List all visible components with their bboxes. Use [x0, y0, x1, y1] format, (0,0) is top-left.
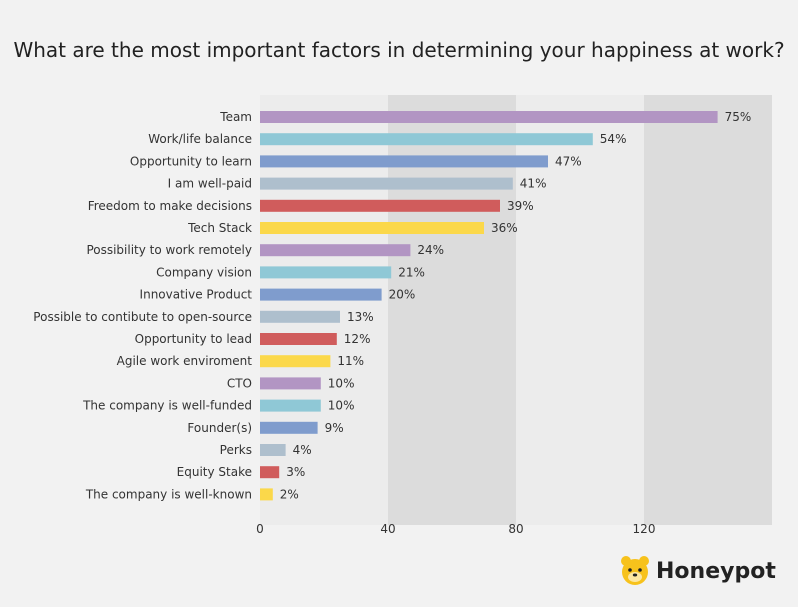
brand-name: Honeypot	[656, 558, 776, 584]
bar	[260, 155, 548, 168]
category-label: The company is well-known	[85, 487, 252, 501]
bar	[260, 310, 340, 323]
category-label: CTO	[227, 376, 252, 390]
chart-title: What are the most important factors in d…	[13, 38, 785, 62]
category-label: The company is well-funded	[82, 399, 252, 413]
grid-band	[644, 95, 772, 525]
bar	[260, 244, 411, 257]
category-label: Tech Stack	[187, 221, 252, 235]
category-label: Freedom to make decisions	[88, 199, 252, 213]
value-label: 24%	[417, 243, 444, 257]
bar	[260, 399, 321, 412]
category-label: Opportunity to lead	[135, 332, 252, 346]
value-label: 75%	[725, 110, 752, 124]
value-label: 9%	[325, 421, 344, 435]
category-label: Company vision	[156, 265, 252, 279]
x-tick-label: 0	[256, 522, 264, 536]
bar	[260, 333, 337, 345]
bar	[260, 466, 280, 479]
bar	[260, 488, 273, 501]
category-label: Equity Stake	[177, 465, 252, 479]
bar	[260, 111, 718, 123]
category-label: I am well-paid	[168, 177, 252, 191]
value-label: 10%	[328, 376, 355, 390]
category-label: Possibility to work remotely	[86, 243, 252, 257]
category-label: Perks	[220, 443, 252, 457]
category-label: Possible to contibute to open-source	[33, 310, 252, 324]
category-labels: Team Work/life balance Opportunity to lear…	[33, 110, 252, 501]
bar	[260, 355, 331, 368]
bar	[260, 222, 484, 234]
value-label: 4%	[293, 443, 312, 457]
category-label: Founder(s)	[187, 421, 252, 435]
category-label: Innovative Product	[140, 288, 253, 302]
x-axis-ticks: 0 40 80 120	[256, 522, 655, 536]
bar	[260, 288, 382, 301]
bar	[260, 133, 593, 146]
category-label: Agile work enviroment	[117, 354, 253, 368]
value-label: 47%	[555, 154, 582, 168]
bars	[260, 111, 718, 501]
value-label: 10%	[328, 399, 355, 413]
value-label: 12%	[344, 332, 371, 346]
value-label: 41%	[520, 177, 547, 191]
category-label: Work/life balance	[148, 132, 252, 146]
x-tick-label: 80	[508, 522, 523, 536]
value-label: 39%	[507, 199, 534, 213]
bar	[260, 377, 321, 390]
value-label: 36%	[491, 221, 518, 235]
category-label: Opportunity to learn	[130, 154, 252, 168]
bar	[260, 266, 392, 279]
brand-logo: Honeypot	[620, 555, 776, 587]
category-label: Team	[219, 110, 252, 124]
bar	[260, 421, 318, 434]
bar	[260, 177, 513, 190]
x-tick-label: 120	[633, 522, 656, 536]
x-tick-label: 40	[380, 522, 395, 536]
value-label: 13%	[347, 310, 374, 324]
value-label: 21%	[398, 265, 425, 279]
value-label: 2%	[280, 487, 299, 501]
value-label: 11%	[337, 354, 364, 368]
bar	[260, 199, 500, 212]
bear-icon	[621, 556, 649, 585]
bar	[260, 444, 286, 456]
value-label: 3%	[286, 465, 305, 479]
value-label: 54%	[600, 132, 627, 146]
value-labels: 75% 54% 47% 41% 39% 36% 24% 21% 20% 13% 12% 11% 10% 1…	[280, 110, 751, 501]
value-label: 20%	[389, 288, 416, 302]
